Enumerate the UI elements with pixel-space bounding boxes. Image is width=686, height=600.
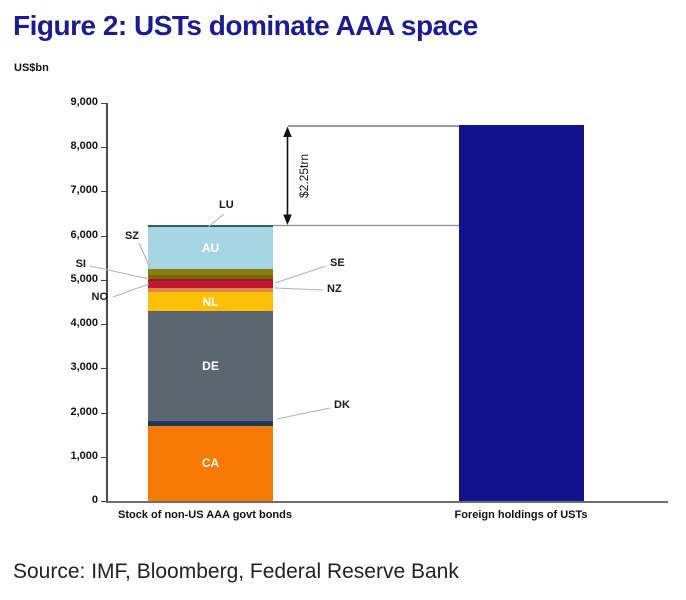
figure-title: Figure 2: USTs dominate AAA space <box>13 10 478 41</box>
y-tick-mark <box>101 103 106 104</box>
gap-annotation-text: $2.25trn <box>297 153 311 199</box>
y-tick-mark <box>101 456 106 458</box>
y-tick-label-9000: 9,000 <box>70 96 98 108</box>
y-tick-label-1000: 1,000 <box>70 449 98 462</box>
y-tick-label-2000: 2,000 <box>70 405 98 418</box>
segment-label-nz: NZ <box>327 283 342 295</box>
bar-segment-sz <box>148 269 273 275</box>
callout-line-si <box>89 265 150 280</box>
segment-label-si: SI <box>75 258 86 270</box>
y-tick-label-0: 0 <box>91 494 98 506</box>
gap-arrow-head-down <box>283 214 292 225</box>
bar-segment-de: DE <box>148 311 273 421</box>
gap-arrow-head-up <box>283 126 292 137</box>
y-axis-unit-label: US$bn <box>14 62 49 74</box>
segment-label-se: SE <box>330 257 345 269</box>
callout-line-no <box>112 283 150 298</box>
segment-label-lu: LU <box>219 199 234 211</box>
y-tick-label-5000: 5,000 <box>70 272 98 285</box>
y-axis-line <box>106 103 108 501</box>
y-tick-label-6000: 6,000 <box>70 228 98 241</box>
category-label-foreign-usts: Foreign holdings of USTs <box>454 509 588 521</box>
y-tick-mark <box>101 412 106 414</box>
y-tick-label-4000: 4,000 <box>70 317 98 330</box>
y-tick-mark <box>101 235 106 237</box>
bar-foreign-holdings-of-usts <box>459 125 584 501</box>
bar-segment-no <box>148 278 273 282</box>
source-text: Source: IMF, Bloomberg, Federal Reserve … <box>13 560 459 583</box>
y-tick-mark <box>101 368 106 370</box>
y-tick-label-8000: 8,000 <box>70 140 98 153</box>
stacked-bar-non-us-aaa-govt-bonds: AU NL DE CA <box>148 224 273 501</box>
bar-segment-dk <box>148 420 273 426</box>
bar-segment-nz <box>148 287 273 292</box>
bar-segment-ca: CA <box>148 425 273 501</box>
segment-label-sz: SZ <box>124 230 139 242</box>
bar-segment-nl: NL <box>148 291 273 312</box>
callout-line-dk <box>276 407 331 420</box>
x-axis-line <box>106 501 668 503</box>
callout-line-nz <box>274 287 324 291</box>
bar-segment-se <box>148 281 273 288</box>
segment-label-no: NO <box>91 291 109 303</box>
y-tick-mark <box>101 324 106 326</box>
y-tick-mark <box>101 147 106 149</box>
bar-segment-si <box>148 274 273 279</box>
segment-label-dk: DK <box>334 399 350 411</box>
bar-segment-au: AU <box>148 226 273 270</box>
y-tick-label-3000: 3,000 <box>70 361 98 374</box>
y-tick-mark <box>101 501 106 502</box>
y-tick-mark <box>101 279 106 281</box>
callout-line-se <box>274 265 327 284</box>
y-tick-mark <box>101 191 106 193</box>
category-label-non-us-aaa: Stock of non-US AAA govt bonds <box>118 509 292 521</box>
y-tick-label-7000: 7,000 <box>70 184 98 197</box>
